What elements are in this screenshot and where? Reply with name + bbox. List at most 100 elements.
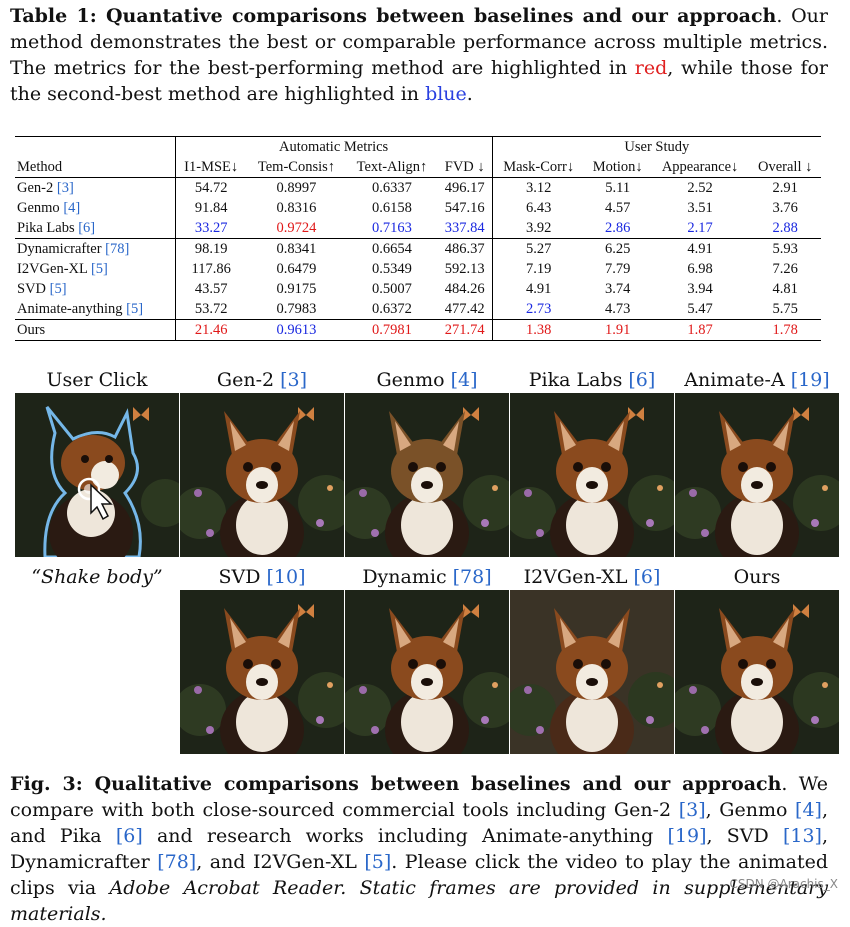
method-cell: Pika Labs [6] xyxy=(15,218,175,239)
value-cell: 54.72 xyxy=(174,177,247,198)
table-row: Gen-2 [3] 54.72 0.8997 0.6337 496.17 3.12 5.11… xyxy=(15,177,821,198)
citation-link[interactable]: [5] xyxy=(49,280,67,297)
figure-label-text: Ours xyxy=(733,566,781,588)
result-frame-image[interactable] xyxy=(345,590,509,754)
column-header: Overall ↓ xyxy=(749,157,821,178)
column-header: FVD ↓ xyxy=(437,157,493,178)
citation-link[interactable]: [10] xyxy=(266,566,306,588)
value-cell: 0.7983 xyxy=(276,300,317,317)
blue-word: blue xyxy=(425,83,467,105)
citation-link[interactable]: [5] xyxy=(364,851,392,873)
citation-link[interactable]: [78] xyxy=(157,851,197,873)
figure-label-text: Gen-2 xyxy=(216,369,281,391)
value-cell: 2.17 xyxy=(687,219,713,236)
citation-link[interactable]: [78] xyxy=(105,240,130,257)
figure-label: Animate-A [19] xyxy=(675,367,839,393)
figure-caption: Fig. 3: Qualitative comparisons between … xyxy=(10,771,828,927)
citation-link[interactable]: [3] xyxy=(678,799,706,821)
citation-link[interactable]: [6] xyxy=(633,566,661,588)
column-header: Mask-Corr↓ xyxy=(491,157,585,178)
table-row: Genmo [4] 91.84 0.8316 0.6158 547.16 6.43 4.57… xyxy=(15,198,821,218)
citation-link[interactable]: [4] xyxy=(795,799,822,821)
value-cell: 7.26 xyxy=(772,260,798,277)
result-frame-image[interactable] xyxy=(675,393,839,557)
figure-caption-text: . Please click the video to play the ani… xyxy=(10,851,828,899)
figure-label: User Click xyxy=(15,367,179,393)
method-cell: SVD [5] xyxy=(15,279,175,299)
citation-link[interactable]: [4] xyxy=(63,199,81,216)
citation-link[interactable]: [4] xyxy=(450,369,478,391)
value-cell: 337.84 xyxy=(444,219,485,236)
value-cell: 4.57 xyxy=(604,199,631,216)
method-name: I2VGen-XL xyxy=(17,260,91,277)
table-row: Dynamicrafter [78] 98.19 0.8341 0.6654 486.3… xyxy=(15,238,821,259)
watermark: CSDN @Arachis_X xyxy=(729,877,838,891)
citation-link[interactable]: [3] xyxy=(280,369,308,391)
result-frame-image[interactable] xyxy=(510,393,674,557)
figure-label: I2VGen-XL [6] xyxy=(510,564,674,590)
results-table: Automatic Metrics User Study Method I1-MS… xyxy=(15,136,821,341)
table-row: SVD [5] 43.57 0.9175 0.5007 484.26 4.91 3.74 3.… xyxy=(15,279,821,299)
value-cell: 4.91 xyxy=(491,279,585,299)
citation-link[interactable]: [6] xyxy=(115,825,143,847)
value-cell: 117.86 xyxy=(174,259,247,279)
value-cell: 3.12 xyxy=(491,177,585,198)
citation-link[interactable]: [13] xyxy=(782,825,822,847)
result-frame-image[interactable] xyxy=(180,590,344,754)
value-cell: 98.19 xyxy=(174,238,247,259)
citation-link[interactable]: [6] xyxy=(628,369,656,391)
value-cell: 547.16 xyxy=(444,199,485,216)
column-header: Motion↓ xyxy=(584,157,651,178)
group-user-study: User Study xyxy=(491,136,821,157)
citation-link[interactable]: [3] xyxy=(56,179,74,196)
value-cell: 0.7163 xyxy=(372,219,412,236)
value-cell: 4.91 xyxy=(650,238,750,259)
value-cell: 0.9724 xyxy=(276,219,317,236)
value-cell: 0.9613 xyxy=(246,319,347,341)
table-caption-label: Table 1: Quantative comparisons between … xyxy=(10,5,777,27)
method-name: Genmo xyxy=(17,199,64,216)
method-cell: I2VGen-XL [5] xyxy=(15,259,175,279)
value-cell: 6.98 xyxy=(687,260,713,277)
figure-label-text: Genmo xyxy=(376,369,451,391)
method-name: Ours xyxy=(17,321,46,338)
group-automatic-metrics: Automatic Metrics xyxy=(174,136,493,157)
result-frame-image[interactable] xyxy=(345,393,509,557)
value-cell: 0.5349 xyxy=(372,260,412,277)
value-cell: 0.8341 xyxy=(246,238,347,259)
value-cell: 592.13 xyxy=(444,260,485,277)
value-cell: 6.25 xyxy=(584,238,651,259)
citation-link[interactable]: [19] xyxy=(667,825,707,847)
result-frame-image[interactable] xyxy=(510,590,674,754)
method-name: Dynamicrafter xyxy=(17,240,106,257)
figure-label: Ours xyxy=(675,564,839,590)
value-cell: 0.6372 xyxy=(372,300,412,317)
result-frame-image[interactable] xyxy=(675,590,839,754)
value-cell: 3.51 xyxy=(687,199,713,216)
red-word: red xyxy=(634,57,668,79)
value-cell: 271.74 xyxy=(437,319,493,341)
value-cell: 477.42 xyxy=(444,300,485,317)
table-caption: Table 1: Quantative comparisons between … xyxy=(10,3,828,107)
method-name: SVD xyxy=(17,280,50,297)
value-cell: 0.6654 xyxy=(346,238,438,259)
value-cell: 0.8316 xyxy=(276,199,317,216)
method-cell: Ours xyxy=(15,319,176,341)
value-cell: 0.9175 xyxy=(276,280,317,297)
figure-caption-text: . We compare with both close-sourced com… xyxy=(10,773,828,821)
citation-link[interactable]: [5] xyxy=(126,300,144,317)
citation-link[interactable]: [19] xyxy=(790,369,830,391)
value-cell: 43.57 xyxy=(174,279,247,299)
value-cell: 0.6479 xyxy=(276,260,317,277)
figure-label: Genmo [4] xyxy=(345,367,509,393)
citation-link[interactable]: [78] xyxy=(452,566,492,588)
citation-link[interactable]: [6] xyxy=(78,219,96,236)
figure-caption-italic: Adobe Acrobat Reader. Static frames are … xyxy=(10,877,828,925)
result-frame-image[interactable] xyxy=(180,393,344,557)
method-cell: Dynamicrafter [78] xyxy=(15,238,176,259)
figure-label: “Shake body” xyxy=(15,564,179,590)
method-cell: Genmo [4] xyxy=(15,198,175,218)
value-cell: 21.46 xyxy=(174,319,247,341)
citation-link[interactable]: [5] xyxy=(90,260,108,277)
value-cell: 2.86 xyxy=(604,219,631,236)
